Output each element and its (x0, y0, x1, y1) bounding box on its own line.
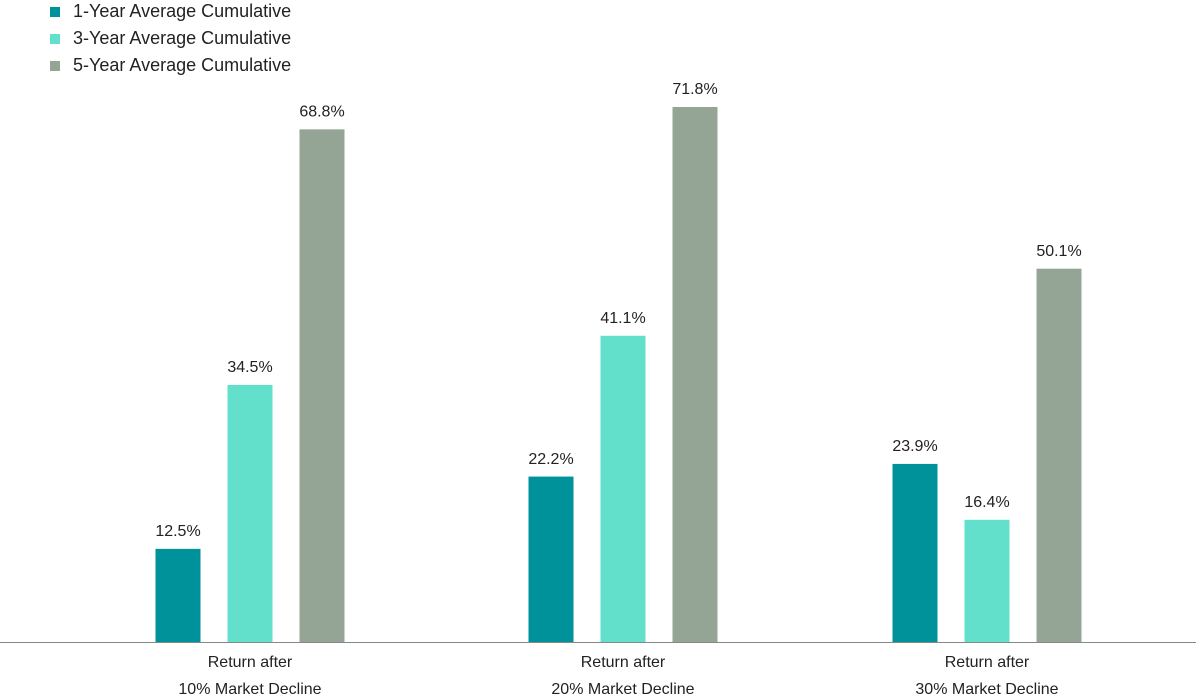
legend-swatch (50, 7, 60, 17)
x-tick-label: Return after (208, 654, 293, 671)
value-label: 68.8% (299, 104, 344, 121)
bar (672, 107, 718, 642)
value-label: 23.9% (892, 438, 937, 455)
bar (892, 463, 938, 642)
legend-label: 3-Year Average Cumulative (73, 28, 291, 48)
bar (155, 548, 201, 642)
value-label: 50.1% (1036, 243, 1081, 260)
value-label: 34.5% (227, 359, 272, 376)
bar (600, 335, 646, 642)
legend-swatch (50, 61, 60, 71)
x-tick-label: 10% Market Decline (178, 681, 321, 698)
value-label: 41.1% (600, 310, 645, 327)
bar (964, 519, 1010, 642)
value-label: 22.2% (528, 451, 573, 468)
bar (299, 129, 345, 642)
legend-label: 5-Year Average Cumulative (73, 55, 291, 75)
x-tick-label: Return after (581, 654, 666, 671)
bar (1036, 268, 1082, 642)
legend-swatch (50, 34, 60, 44)
value-label: 16.4% (964, 494, 1009, 511)
x-tick-label: 30% Market Decline (915, 681, 1058, 698)
value-label: 71.8% (672, 81, 717, 98)
bar (227, 384, 273, 642)
value-label: 12.5% (155, 523, 200, 540)
bar (528, 476, 574, 642)
x-tick-label: 20% Market Decline (551, 681, 694, 698)
x-tick-label: Return after (945, 654, 1030, 671)
legend-label: 1-Year Average Cumulative (73, 1, 291, 21)
